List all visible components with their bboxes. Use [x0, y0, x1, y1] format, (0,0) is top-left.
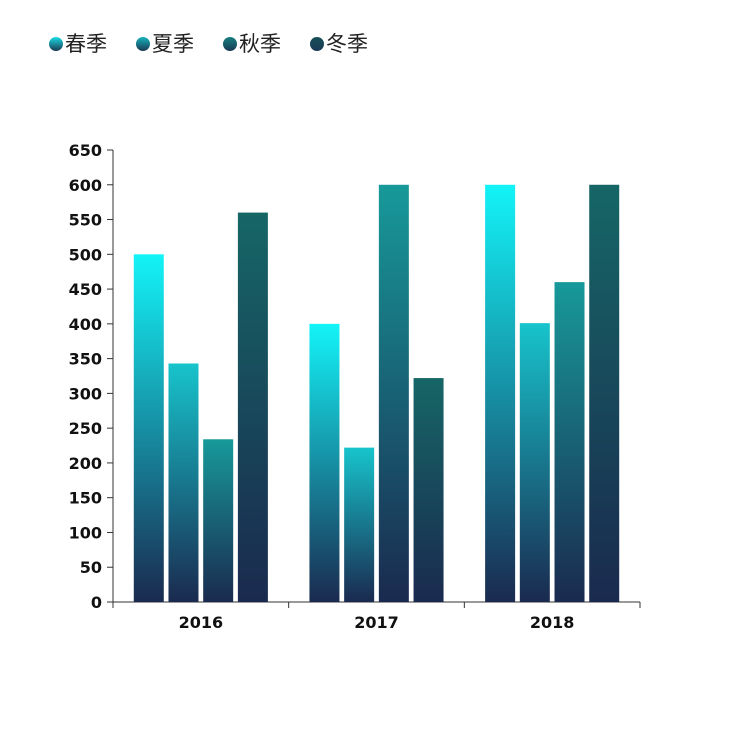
- y-tick-label: 650: [69, 141, 102, 160]
- y-tick-label: 300: [69, 384, 102, 403]
- y-tick-label: 550: [69, 211, 102, 230]
- y-tick-label: 250: [69, 419, 102, 438]
- x-tick-label: 2018: [530, 613, 575, 632]
- legend-item-3[interactable]: 秋季: [223, 32, 281, 56]
- legend-item-4[interactable]: 冬季: [310, 32, 368, 56]
- bars: [133, 184, 620, 603]
- y-tick-label: 0: [91, 593, 102, 612]
- bar-2018-series-1[interactable]: [485, 184, 516, 602]
- y-tick-label: 500: [69, 245, 102, 264]
- y-tick-label: 450: [69, 280, 102, 299]
- legend-marker-3: [223, 37, 237, 51]
- y-tick-label: 350: [69, 350, 102, 369]
- legend-label-1: 春季: [65, 32, 107, 56]
- bar-2016-series-2[interactable]: [168, 363, 199, 602]
- y-tick-label: 400: [69, 315, 102, 334]
- bar-2017-series-2[interactable]: [344, 447, 375, 602]
- x-axis: 2016 2017 2018: [112, 601, 641, 632]
- legend-marker-2: [136, 37, 150, 51]
- bar-2017-series-3[interactable]: [378, 184, 409, 602]
- legend-item-2[interactable]: 夏季: [136, 32, 194, 56]
- bar-2016-series-4[interactable]: [237, 212, 268, 603]
- x-tick-label: 2016: [179, 613, 224, 632]
- y-tick-label: 50: [80, 558, 102, 577]
- bar-2017-series-1[interactable]: [309, 323, 340, 602]
- y-tick-label: 150: [69, 489, 102, 508]
- legend-label-3: 秋季: [239, 32, 281, 56]
- bar-2018-series-2[interactable]: [519, 323, 550, 602]
- legend-marker-4: [310, 37, 324, 51]
- bar-2016-series-3[interactable]: [203, 439, 234, 602]
- y-tick-label: 100: [69, 523, 102, 542]
- legend-label-4: 冬季: [326, 32, 368, 56]
- y-tick-label: 200: [69, 454, 102, 473]
- legend-label-2: 夏季: [152, 32, 194, 56]
- legend-marker-1: [49, 37, 63, 51]
- bar-2017-series-4[interactable]: [413, 378, 444, 602]
- bar-2018-series-4[interactable]: [589, 184, 620, 602]
- bar-2016-series-1[interactable]: [133, 254, 164, 603]
- x-tick-label: 2017: [354, 613, 399, 632]
- legend-item-1[interactable]: 春季: [49, 32, 107, 56]
- y-tick-label: 600: [69, 176, 102, 195]
- bar-2018-series-3[interactable]: [554, 282, 585, 602]
- legend: 春季 夏季 秋季 冬季: [49, 32, 368, 56]
- y-axis: 0 50 100 150 200 250 300 350 400 450 500 550 600 650: [69, 141, 114, 612]
